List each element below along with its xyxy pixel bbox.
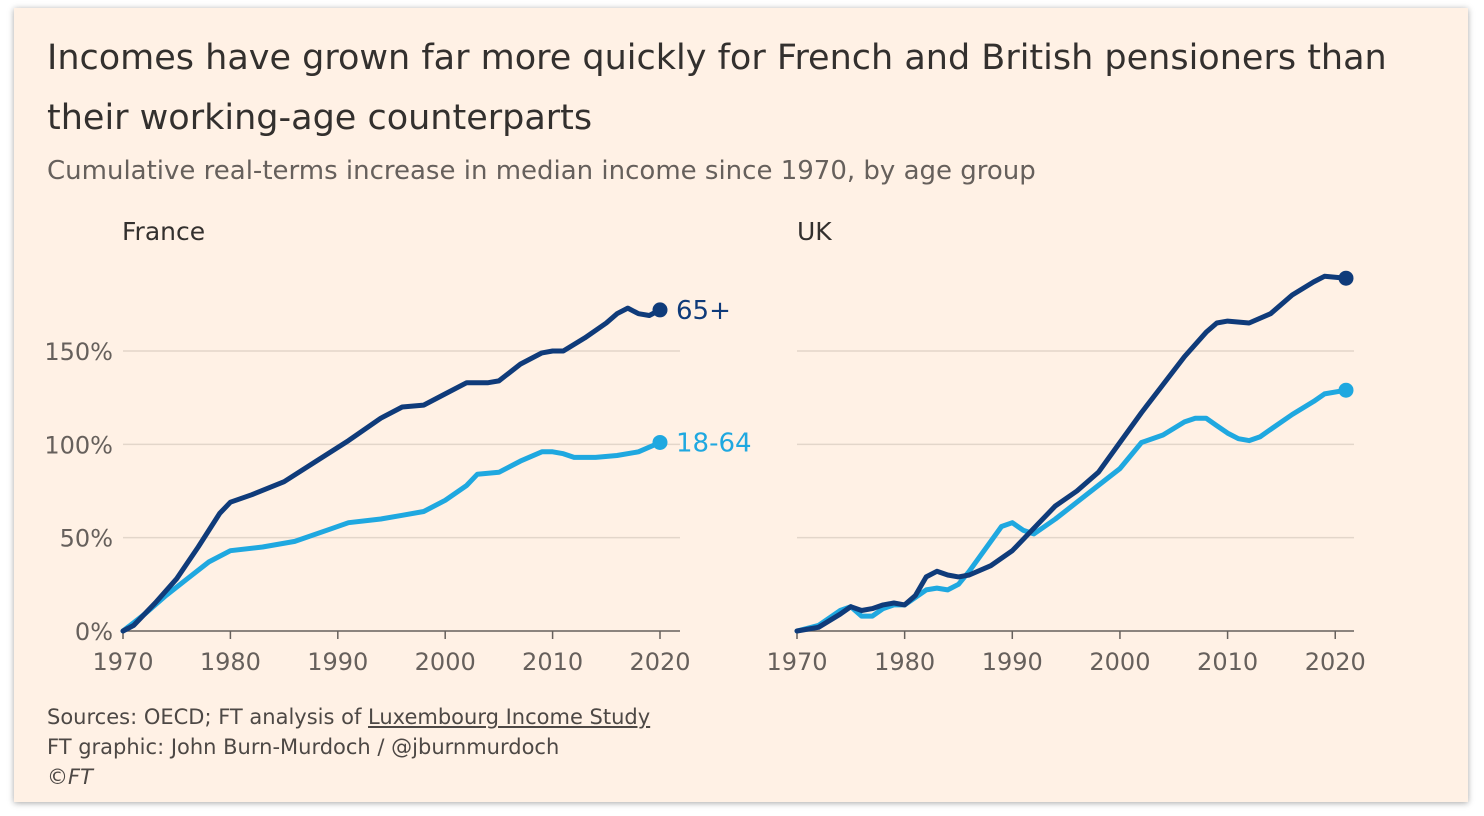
y-tick-label: 150% [44, 338, 113, 366]
series-end-dot [652, 302, 668, 318]
series-label: 18-64 [676, 428, 752, 458]
series-line-18-64 [794, 387, 1349, 634]
series-label: 65+ [676, 296, 731, 326]
panel-uk: UK 1970 1980 1990 2000 2010 2020 [766, 217, 1365, 676]
panel-france: France 0% 50% 100% 150% 1970 1980 1990 2000 2010 2… [44, 217, 751, 676]
x-tick-label: 2020 [629, 648, 690, 676]
chart-card [14, 8, 1468, 802]
x-tick-label: 1990 [982, 648, 1043, 676]
x-tick-label: 1990 [307, 648, 368, 676]
x-tick-label: 2010 [522, 648, 583, 676]
x-tick-label: 1970 [766, 648, 827, 676]
x-tick-label: 2020 [1305, 648, 1366, 676]
x-tick-label: 2010 [1197, 648, 1258, 676]
y-tick-label: 0% [75, 618, 113, 646]
panel-title: France [122, 217, 205, 246]
series-end-dot [1338, 382, 1354, 398]
x-tick-label: 2000 [1089, 648, 1150, 676]
series-line-65+ [120, 305, 663, 634]
x-tick-label: 1980 [200, 648, 261, 676]
graphic-credit: FT graphic: John Burn-Murdoch / @jburnmu… [47, 735, 560, 759]
chart-subtitle: Cumulative real-terms increase in median… [47, 156, 1036, 186]
x-tick-label: 1980 [874, 648, 935, 676]
y-tick-label: 100% [44, 431, 113, 459]
chart-title: Incomes have grown far more quickly for … [47, 38, 1387, 138]
series-line-18-64 [120, 440, 663, 634]
sources-prefix: Sources: OECD; FT analysis of [47, 705, 369, 729]
copyright: ©FT [47, 765, 93, 789]
series-end-dot [1338, 270, 1354, 286]
series-end-dot [652, 434, 668, 450]
panel-title: UK [797, 217, 832, 246]
x-tick-label: 2000 [415, 648, 476, 676]
sources-link[interactable]: Luxembourg Income Study [368, 705, 651, 729]
y-tick-label: 50% [60, 525, 113, 553]
sources-note: Sources: OECD; FT analysis of Luxembourg… [47, 702, 650, 732]
series-line-65+ [794, 273, 1349, 634]
x-tick-label: 1970 [92, 648, 153, 676]
